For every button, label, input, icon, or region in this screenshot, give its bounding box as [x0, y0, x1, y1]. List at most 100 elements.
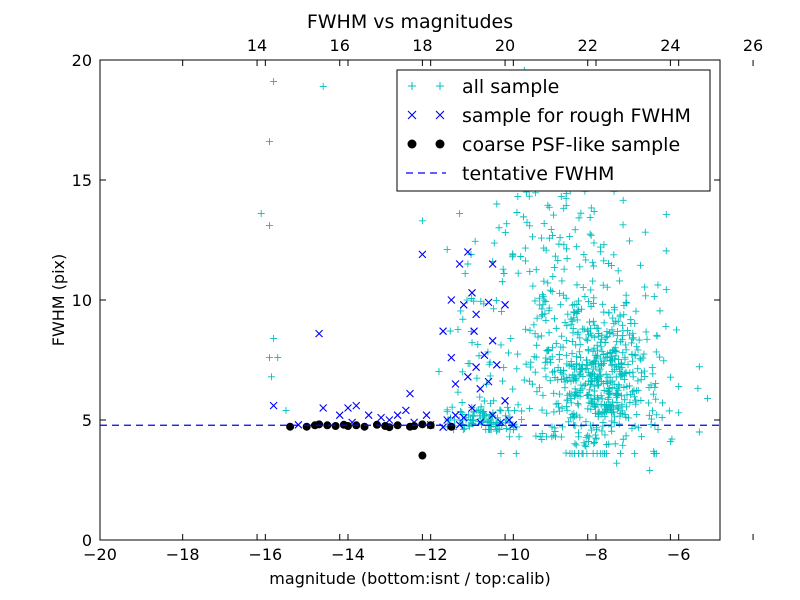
all-sample-point [665, 407, 673, 415]
all-sample-point [543, 347, 551, 355]
all-sample-point [572, 375, 580, 383]
all-sample-point [443, 246, 451, 254]
all-sample-point [495, 224, 503, 232]
all-sample-point [531, 297, 539, 305]
all-sample-point [576, 354, 584, 362]
all-sample-point [596, 450, 604, 458]
all-sample-point [572, 341, 580, 349]
all-sample-point [589, 299, 597, 307]
all-sample-point [602, 334, 610, 342]
all-sample-point [501, 229, 509, 237]
all-sample-point [521, 257, 529, 265]
all-sample-point [568, 337, 576, 345]
all-sample-point [637, 433, 645, 441]
all-sample-point [590, 440, 598, 448]
all-sample-point [598, 347, 606, 355]
rough-fwhm-point [455, 260, 464, 268]
top-tick-label: 24 [660, 36, 680, 55]
all-sample-point [632, 307, 640, 315]
all-sample-point [535, 294, 543, 302]
all-sample-point [484, 425, 492, 433]
all-sample-point [634, 346, 642, 354]
all-sample-point [537, 234, 545, 242]
all-sample-point [597, 343, 605, 351]
all-sample-point [563, 322, 571, 330]
all-sample-point [599, 300, 607, 308]
all-sample-point [613, 405, 621, 413]
all-sample-point [574, 307, 582, 315]
top-tick-label: 26 [743, 36, 763, 55]
all-sample-point [564, 310, 572, 318]
all-sample-point [504, 349, 512, 357]
all-sample-point [595, 410, 603, 418]
all-sample-point [573, 388, 581, 396]
all-sample-point [494, 425, 502, 433]
all-sample-point [581, 293, 589, 301]
all-sample-point [500, 364, 508, 372]
all-sample-point [456, 210, 464, 218]
all-sample-point [634, 365, 642, 373]
all-sample-point [610, 346, 618, 354]
all-sample-point [539, 311, 547, 319]
all-sample-point [469, 416, 477, 424]
all-sample-point [580, 251, 588, 259]
all-sample-point [533, 314, 541, 322]
all-sample-point [621, 396, 629, 404]
all-sample-point [540, 277, 548, 285]
all-sample-point [562, 449, 570, 457]
all-sample-point [589, 365, 597, 373]
all-sample-point [590, 344, 598, 352]
all-sample-point [642, 292, 650, 300]
all-sample-point [589, 277, 597, 285]
bottom-axis: −20 −18 −16 −14 −12 −10 −8 −6 [83, 60, 690, 564]
all-sample-point [575, 297, 583, 305]
all-sample-point [654, 281, 662, 289]
all-sample-point [568, 350, 576, 358]
all-sample-point [551, 367, 559, 375]
all-sample-point [593, 376, 601, 384]
all-sample-point [542, 298, 550, 306]
all-sample-point [586, 386, 594, 394]
all-sample-point [600, 308, 608, 316]
all-sample-point [570, 308, 578, 316]
series-plus [257, 66, 712, 474]
all-sample-point [538, 406, 546, 414]
all-sample-point [548, 433, 556, 441]
all-sample-point [518, 407, 526, 415]
all-sample-point [537, 332, 545, 340]
all-sample-point [550, 263, 558, 271]
all-sample-point [571, 440, 579, 448]
all-sample-point [497, 341, 505, 349]
all-sample-point [543, 409, 551, 417]
all-sample-point [629, 357, 637, 365]
all-sample-point [658, 399, 666, 407]
all-sample-point [599, 419, 607, 427]
all-sample-point [630, 393, 638, 401]
all-sample-point [645, 411, 653, 419]
all-sample-point [549, 344, 557, 352]
all-sample-point [571, 226, 579, 234]
all-sample-point [545, 203, 553, 211]
legend-item: sample for rough FWHM [407, 105, 691, 127]
all-sample-point [605, 309, 613, 317]
all-sample-point [477, 403, 485, 411]
all-sample-point [557, 433, 565, 441]
all-sample-point [600, 400, 608, 408]
all-sample-point [574, 328, 582, 336]
psf-like-point [331, 422, 340, 430]
all-sample-point [616, 368, 624, 376]
all-sample-point [513, 365, 521, 373]
all-sample-point [526, 363, 534, 371]
all-sample-point [582, 442, 590, 450]
psf-like-point [418, 420, 427, 429]
all-sample-point [270, 78, 278, 86]
all-sample-point [627, 316, 635, 324]
all-sample-point [570, 300, 578, 308]
all-sample-point [470, 297, 478, 305]
all-sample-point [546, 377, 554, 385]
all-sample-point [613, 390, 621, 398]
all-sample-point [564, 391, 572, 399]
all-sample-point [582, 418, 590, 426]
all-sample-point [550, 431, 558, 439]
all-sample-point [554, 376, 562, 384]
